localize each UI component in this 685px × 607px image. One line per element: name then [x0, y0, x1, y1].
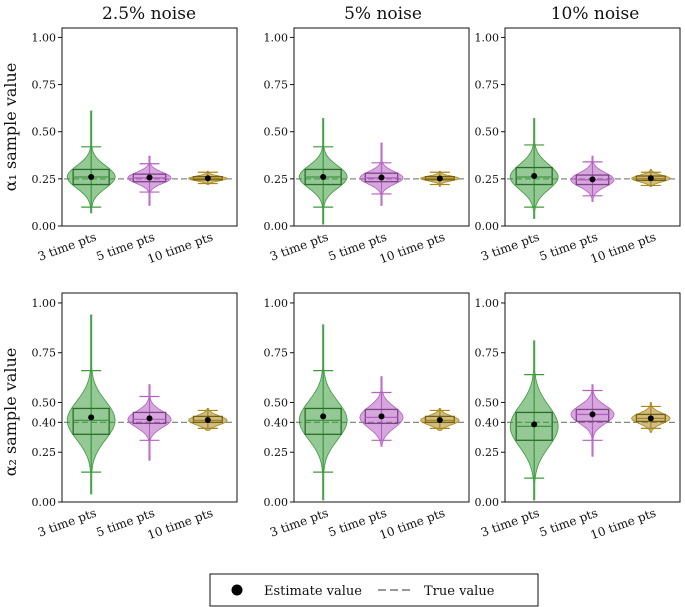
category-label-r1-c1-1: 3 time pts: [36, 230, 98, 264]
legend-frame: [209, 573, 539, 607]
ytick-label-r1-c3-3: 0.75: [475, 79, 500, 92]
ytick-label-r1-c3-1: 0.25: [475, 173, 500, 186]
legend-estimate-marker: [231, 584, 243, 596]
ytick-label-r2-c1-4: 0.75: [32, 347, 57, 360]
ytick-label-r2-c3-3: 0.50: [475, 396, 500, 409]
column-title-2: 5% noise: [344, 4, 422, 24]
category-label-r2-c1-1: 3 time pts: [36, 506, 98, 540]
estimate-dot-r2-c3-v1: [531, 421, 538, 428]
estimate-dot-r1-c1-v1: [88, 173, 95, 180]
estimate-dot-r2-c3-v2: [589, 411, 596, 418]
iqr-box-r1-c3-v1: [515, 166, 553, 186]
estimate-dot-r2-c2-v3: [436, 416, 443, 423]
ytick-label-r2-c1-2: 0.40: [32, 416, 57, 429]
category-label-r1-c2-3: 10 time pts: [378, 230, 447, 267]
estimate-dot-r1-c3-v3: [647, 175, 654, 182]
ytick-label-r1-c1-1: 0.25: [32, 173, 57, 186]
ytick-label-r1-c1-0: 0.00: [32, 220, 57, 233]
estimate-dot-r2-c3-v3: [647, 415, 654, 422]
ytick-label-r2-c3-4: 0.75: [475, 347, 500, 360]
estimate-dot-r1-c3-v2: [589, 176, 596, 183]
category-label-r2-c2-1: 3 time pts: [268, 506, 330, 540]
category-label-r2-c3-1: 3 time pts: [479, 506, 541, 540]
ytick-label-r1-c1-4: 1.00: [32, 31, 57, 44]
row-ylabel-alpha2: α₂ sample value: [1, 348, 20, 477]
ytick-label-r2-c2-4: 0.75: [264, 347, 289, 360]
estimate-dot-r1-c2-v3: [436, 175, 443, 182]
iqr-box-r2-c3-v2: [575, 408, 610, 423]
ytick-label-r2-c3-0: 0.00: [475, 496, 500, 509]
ytick-label-r2-c3-2: 0.40: [475, 416, 500, 429]
ytick-label-r2-c3-5: 1.00: [475, 297, 500, 310]
ytick-label-r1-c3-0: 0.00: [475, 220, 500, 233]
category-label-r2-c3-3: 10 time pts: [589, 506, 658, 543]
column-title-3: 10% noise: [551, 4, 640, 24]
estimate-dot-r2-c1-v1: [88, 414, 95, 421]
category-label-r1-c2-1: 3 time pts: [268, 230, 330, 264]
ytick-label-r2-c3-1: 0.25: [475, 446, 500, 459]
estimate-dot-r1-c3-v1: [531, 173, 538, 180]
estimate-dot-r1-c2-v2: [378, 174, 385, 181]
ytick-label-r2-c1-0: 0.00: [32, 496, 57, 509]
ytick-label-r1-c2-0: 0.00: [264, 220, 289, 233]
estimate-dot-r1-c1-v2: [146, 174, 153, 181]
ytick-label-r1-c2-3: 0.75: [264, 79, 289, 92]
ytick-label-r1-c3-4: 1.00: [475, 31, 500, 44]
legend: Estimate value True value: [209, 573, 539, 607]
ytick-label-r2-c1-1: 0.25: [32, 446, 57, 459]
iqr-box-r2-c1-v2: [132, 411, 167, 425]
legend-estimate-label: Estimate value: [264, 584, 362, 599]
category-label-r2-c1-3: 10 time pts: [146, 506, 215, 543]
ytick-label-r2-c1-5: 1.00: [32, 297, 57, 310]
category-label-r1-c3-3: 10 time pts: [589, 230, 658, 267]
iqr-box-r2-c1-v1: [72, 407, 110, 435]
column-title-1: 2.5% noise: [102, 4, 196, 24]
category-label-r1-c1-3: 10 time pts: [146, 230, 215, 267]
legend-true-label: True value: [424, 584, 495, 599]
ytick-label-r2-c1-3: 0.50: [32, 396, 57, 409]
ytick-label-r2-c2-2: 0.40: [264, 416, 289, 429]
ytick-label-r1-c2-4: 1.00: [264, 31, 289, 44]
ytick-label-r2-c2-1: 0.25: [264, 446, 289, 459]
ytick-label-r1-c1-2: 0.50: [32, 126, 57, 139]
ytick-label-r2-c2-0: 0.00: [264, 496, 289, 509]
estimate-dot-r2-c1-v3: [204, 416, 211, 423]
ytick-label-r2-c2-3: 0.50: [264, 396, 289, 409]
ytick-label-r1-c1-3: 0.75: [32, 79, 57, 92]
estimate-dot-r2-c1-v2: [146, 415, 153, 422]
ytick-label-r1-c2-2: 0.50: [264, 126, 289, 139]
iqr-box-r2-c2-v1: [304, 407, 342, 435]
category-label-r2-c2-3: 10 time pts: [378, 506, 447, 543]
iqr-box-r2-c2-v2: [364, 408, 399, 425]
estimate-dot-r2-c2-v2: [378, 413, 385, 420]
estimate-dot-r2-c2-v1: [320, 413, 327, 420]
ytick-label-r1-c3-2: 0.50: [475, 126, 500, 139]
estimate-dot-r1-c2-v1: [320, 173, 327, 180]
ytick-label-r2-c2-5: 1.00: [264, 297, 289, 310]
estimate-dot-r1-c1-v3: [204, 175, 211, 182]
category-label-r1-c3-1: 3 time pts: [479, 230, 541, 264]
ytick-label-r1-c2-1: 0.25: [264, 173, 289, 186]
row-ylabel-alpha1: α₁ sample value: [1, 63, 20, 192]
